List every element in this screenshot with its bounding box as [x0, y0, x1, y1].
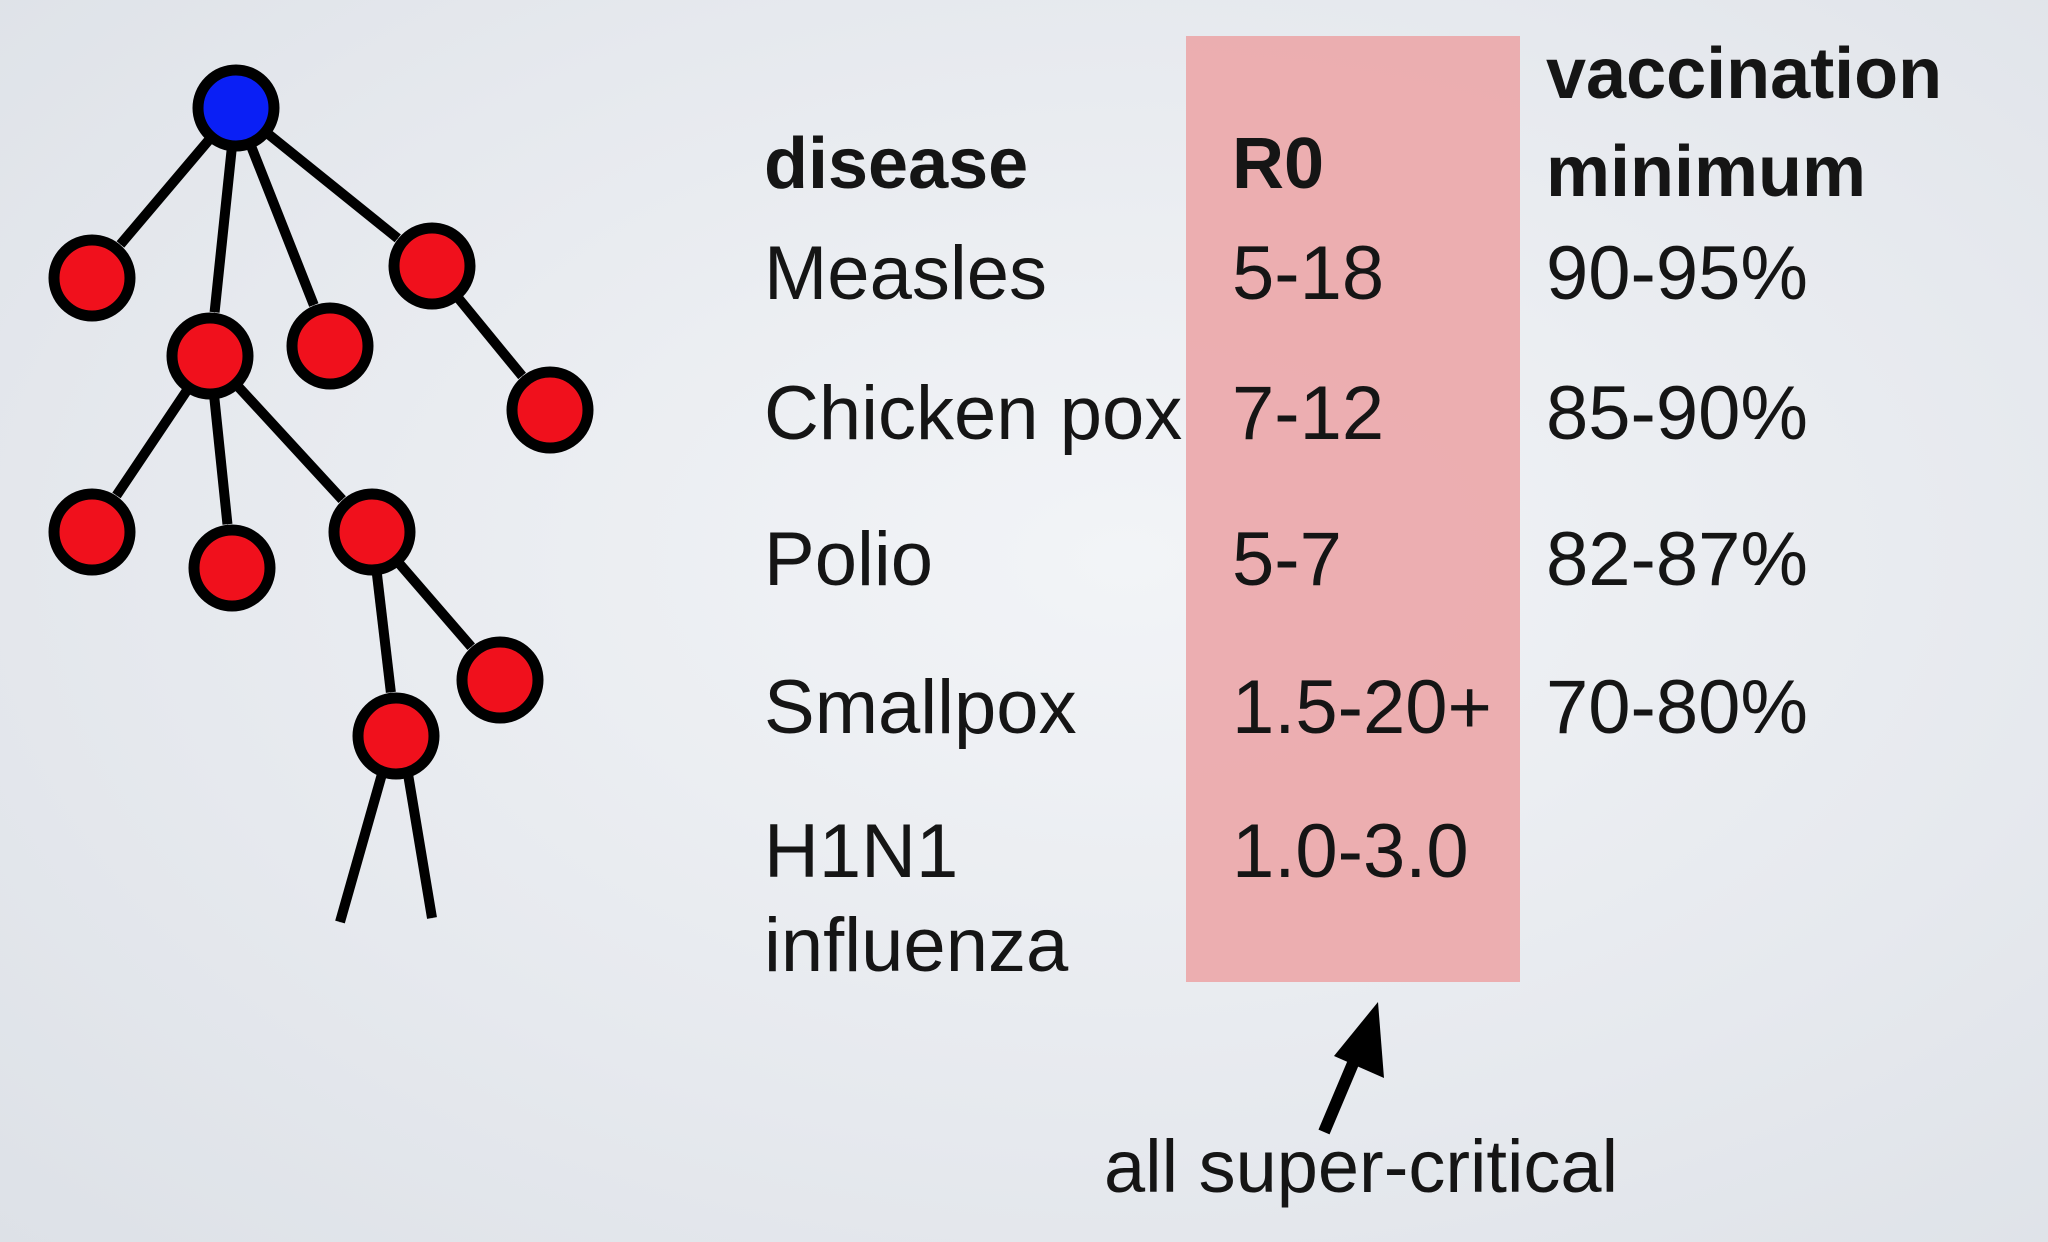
tree-nodes — [48, 64, 594, 780]
infected-node-c — [286, 302, 374, 390]
tree-edge-d-e — [452, 292, 526, 380]
infected-node-f — [48, 488, 136, 576]
tree-edge-root-c — [245, 141, 319, 307]
infected-node-h — [328, 488, 416, 576]
row-vaccination-chicken-pox: 85-90% — [1546, 371, 1808, 456]
tree-edge-b-f — [112, 384, 193, 499]
infected-node-a — [48, 234, 136, 322]
tree-edge-h-i — [393, 557, 475, 650]
row-r0-h1n1: 1.0-3.0 — [1232, 809, 1469, 894]
row-r0-chicken-pox: 7-12 — [1232, 371, 1385, 456]
header-r0: R0 — [1232, 124, 1325, 204]
tree-edge-root-d — [262, 127, 401, 243]
tree-edge-root-b — [209, 145, 238, 313]
header-disease: disease — [764, 124, 1029, 204]
infected-node-d — [388, 222, 476, 310]
tree-edge-j-out-left — [335, 772, 387, 924]
row-disease-measles: Measles — [764, 231, 1047, 316]
tree-edge-root-a — [116, 133, 216, 248]
row-disease-chicken-pox: Chicken pox — [764, 371, 1183, 456]
row-disease-h1n1-line1: H1N1 — [764, 809, 959, 894]
header-vaccination-line1: vaccination — [1546, 34, 1943, 114]
row-vaccination-smallpox: 70-80% — [1546, 665, 1808, 750]
infected-node-g — [188, 524, 276, 612]
transmission-tree-diagram — [48, 64, 594, 924]
tree-edge-h-j — [371, 569, 396, 693]
row-r0-smallpox: 1.5-20+ — [1232, 665, 1492, 750]
infected-node-i — [456, 636, 544, 724]
tree-edge-j-out-right — [403, 773, 437, 919]
header-vaccination-line2: minimum — [1546, 132, 1867, 212]
tree-edge-b-h — [232, 380, 346, 504]
tree-edge-b-g — [208, 393, 233, 525]
row-vaccination-measles: 90-95% — [1546, 231, 1808, 316]
infected-node-j — [352, 692, 440, 780]
row-disease-polio: Polio — [764, 517, 933, 602]
tree-edges — [112, 127, 526, 924]
row-r0-measles: 5-18 — [1232, 231, 1385, 316]
row-disease-smallpox: Smallpox — [764, 665, 1077, 750]
row-vaccination-polio: 82-87% — [1546, 517, 1808, 602]
infected-node-b — [166, 312, 254, 400]
infected-node-e — [506, 366, 594, 454]
annotation-all-super-critical: all super-critical — [1104, 1125, 1619, 1208]
row-disease-h1n1-line2: influenza — [764, 903, 1069, 988]
super-critical-arrow-icon — [1318, 1002, 1384, 1135]
root-case-node — [192, 64, 280, 152]
row-r0-polio: 5-7 — [1232, 517, 1342, 602]
r0-column-highlight — [1186, 36, 1520, 982]
